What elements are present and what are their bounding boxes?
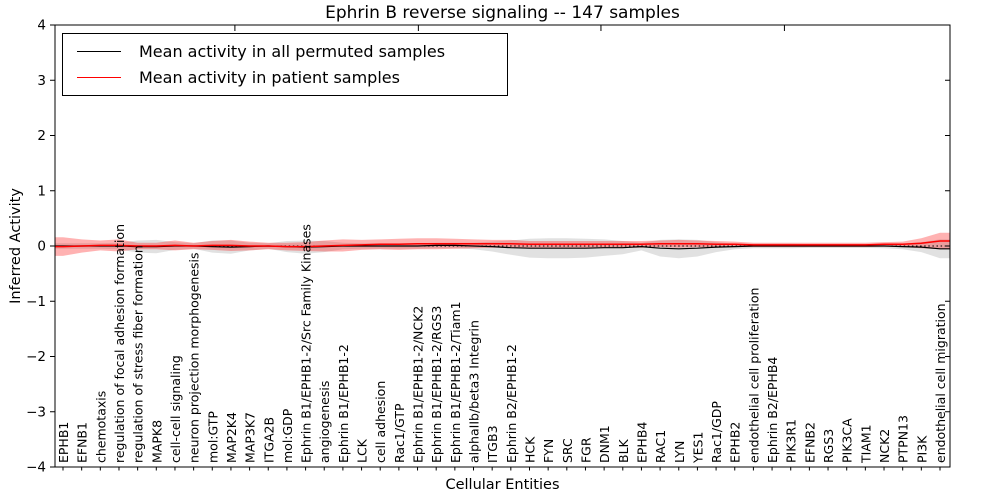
y-tick-label: 1: [37, 183, 46, 199]
category-label: angiogenesis: [317, 381, 332, 463]
y-tick-label: −2: [26, 349, 46, 365]
legend-item-patient: Mean activity in patient samples: [77, 68, 507, 87]
category-label: mol:GDP: [280, 408, 295, 463]
category-label: regulation of stress fiber formation: [131, 245, 146, 463]
category-label: Ephrin B1/EPHB1-2: [336, 344, 351, 463]
y-tick-label: 2: [37, 128, 46, 144]
std-band-permuted: [55, 238, 950, 259]
category-label: PTPN13: [896, 415, 911, 463]
category-label: EFNB2: [802, 422, 817, 463]
category-label: cell adhesion: [373, 381, 388, 463]
category-label: Ephrin B1/EPHB1-2/Tiam1: [448, 301, 463, 463]
category-label: alphaIIb/beta3 Integrin: [467, 320, 482, 463]
category-label: PI3K: [914, 435, 929, 463]
category-label: HCK: [522, 436, 537, 463]
category-label: EPHB2: [728, 422, 743, 463]
category-label: TIAM1: [858, 424, 873, 464]
category-label: SRC: [560, 438, 575, 463]
category-label: EFNB1: [75, 422, 90, 463]
category-label: endothelial cell proliferation: [746, 288, 761, 463]
category-label: Ephrin B2/EPHB1-2: [504, 344, 519, 463]
category-label: regulation of focal adhesion formation: [112, 224, 127, 463]
y-tick-label: 3: [37, 73, 46, 89]
category-label: endothelial cell migration: [933, 303, 948, 463]
y-tick-label: 4: [37, 18, 46, 34]
category-label: RAC1: [653, 430, 668, 463]
y-tick-label: −4: [26, 460, 46, 476]
category-label: PIK3R1: [784, 419, 799, 463]
category-label: FGR: [578, 437, 593, 463]
permuted-line-swatch: [77, 50, 121, 52]
y-tick-label: −1: [26, 294, 46, 310]
y-tick-label: −3: [26, 404, 46, 420]
y-tick-label: 0: [37, 239, 46, 255]
category-label: FYN: [541, 439, 556, 463]
category-label: Ephrin B1/EPHB1-2/Src Family Kinases: [299, 224, 314, 463]
legend-label-patient: Mean activity in patient samples: [139, 68, 400, 88]
legend-item-permuted: Mean activity in all permuted samples: [77, 42, 507, 61]
category-label: LYN: [672, 441, 687, 463]
category-label: Rac1/GDP: [709, 401, 724, 463]
category-label: ITGA2B: [261, 417, 276, 463]
category-label: PIK3CA: [840, 418, 855, 463]
category-label: Rac1/GTP: [392, 403, 407, 463]
category-label: neuron projection morphogenesis: [187, 252, 202, 463]
category-label: chemotaxis: [93, 391, 108, 463]
category-label: YES1: [690, 432, 705, 464]
x-axis-label: Cellular Entities: [445, 477, 560, 493]
category-label: Ephrin B1/EPHB1-2/NCK2: [411, 306, 426, 463]
category-label: NCK2: [877, 429, 892, 463]
legend-label-permuted: Mean activity in all permuted samples: [139, 41, 446, 61]
legend: Mean activity in all permuted samples Me…: [62, 33, 508, 96]
category-label: EPHB1: [56, 422, 71, 463]
category-label: MAP2K4: [224, 412, 239, 463]
category-label: ITGB3: [485, 425, 500, 463]
patient-mean-line: [55, 240, 950, 248]
patient-line-swatch: [77, 77, 121, 79]
category-label: Ephrin B1/EPHB1-2/RGS3: [429, 306, 444, 463]
category-label: mol:GTP: [205, 411, 220, 463]
chart-title: Ephrin B reverse signaling -- 147 sample…: [325, 3, 680, 23]
category-label: MAPK8: [149, 420, 164, 463]
category-label: cell-cell signaling: [168, 355, 183, 463]
category-label: BLK: [616, 438, 631, 463]
category-label: EPHB4: [634, 422, 649, 463]
category-label: RGS3: [821, 429, 836, 463]
category-label: LCK: [355, 438, 370, 463]
category-label: MAP3K7: [243, 412, 258, 463]
category-label: DNM1: [597, 425, 612, 463]
category-label: Ephrin B2/EPHB4: [765, 357, 780, 463]
